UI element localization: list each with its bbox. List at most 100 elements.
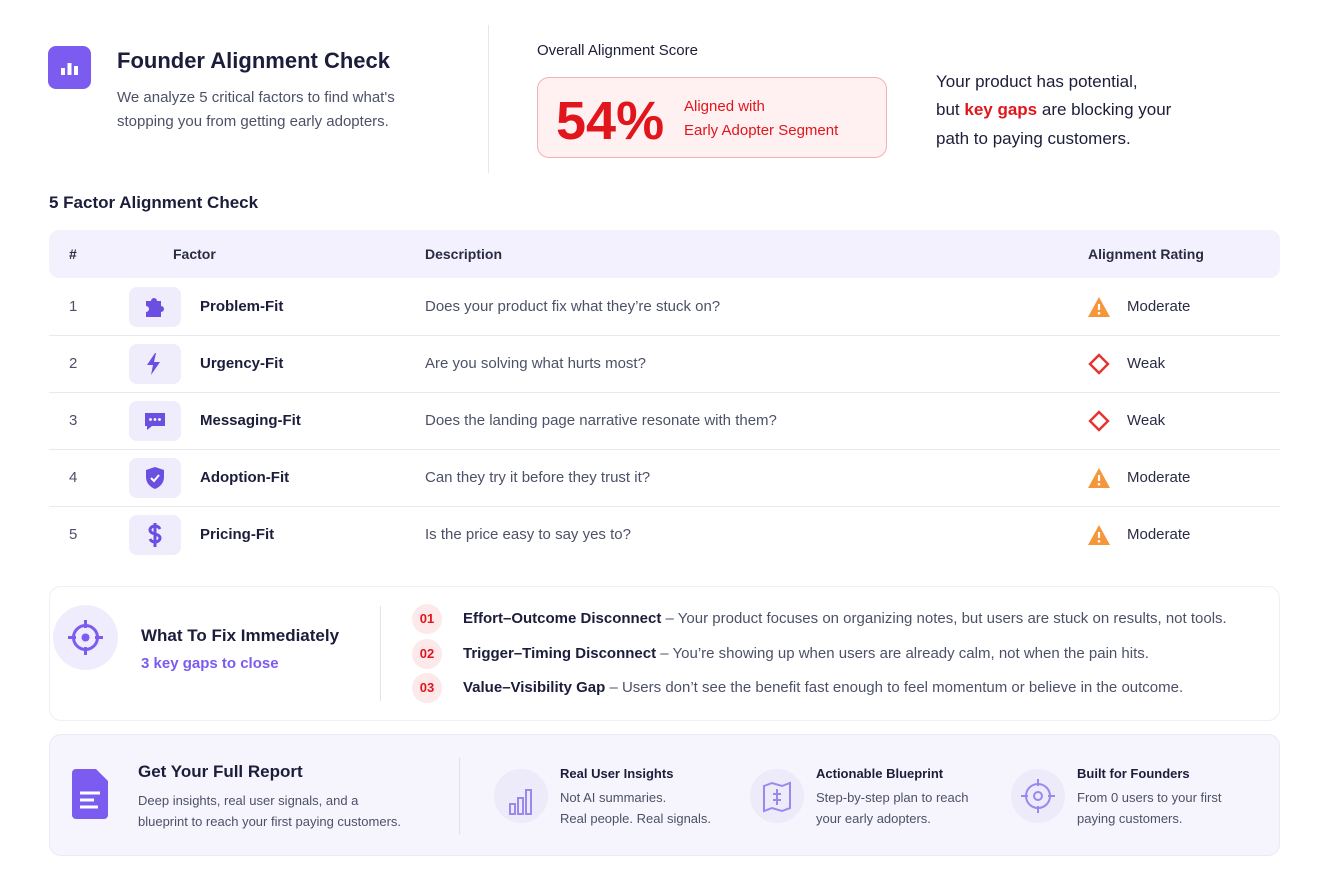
- factor-name: Problem-Fit: [200, 298, 284, 315]
- table-header: [49, 230, 1280, 278]
- rating: Moderate: [1127, 469, 1191, 486]
- divider: [459, 757, 460, 835]
- fix-item-text: – You’re showing up when users are alrea…: [660, 644, 1149, 662]
- factor-icon-svg: [146, 298, 164, 317]
- summary: but key gaps are blocking your: [936, 100, 1171, 120]
- factor-description: Are you solving what hurts most?: [425, 355, 646, 372]
- feature-text: paying customers.: [1077, 810, 1183, 826]
- factor-description: Does your product fix what they’re stuck…: [425, 298, 721, 315]
- row-number: 5: [69, 526, 78, 543]
- divider: [488, 25, 489, 173]
- factor-icon: [129, 515, 181, 555]
- report-title: Get Your Full Report: [138, 762, 303, 781]
- score-caption: Aligned with: [684, 98, 765, 115]
- fix-number: 01: [412, 604, 442, 634]
- fix-number: 02: [412, 638, 442, 669]
- factor-icon-svg: [145, 413, 165, 430]
- feature-text: Real people. Real signals.: [560, 810, 712, 826]
- column-header: #: [69, 246, 77, 262]
- feature-icon-svg: [763, 781, 791, 813]
- factor-name: Urgency-Fit: [200, 355, 284, 372]
- rating: Weak: [1127, 355, 1166, 372]
- doc-icon: [72, 769, 108, 819]
- row-divider: [49, 335, 1280, 336]
- row-divider: [49, 506, 1280, 507]
- fix-item-text: – Your product focuses on organizing not…: [665, 610, 1227, 627]
- factor-icon-svg: [147, 353, 160, 375]
- factor-name: Adoption-Fit: [200, 469, 290, 486]
- logo-icon: [61, 63, 78, 75]
- fix-item-title: Trigger–Timing Disconnect: [463, 644, 657, 662]
- summary-text: are blocking your: [1041, 100, 1172, 119]
- feature-title: Real User Insights: [560, 766, 674, 781]
- row-divider: [49, 392, 1280, 393]
- fix-item: Effort–Outcome Disconnect – Your product…: [463, 610, 1227, 627]
- row-number: 4: [69, 469, 78, 486]
- summary-highlight: key gaps: [964, 100, 1038, 119]
- score-value: 54%: [556, 91, 665, 151]
- score-box: 54% Aligned with Early Adopter Segment: [537, 77, 887, 158]
- target-icon: [53, 605, 118, 670]
- feature-text: Not AI summaries.: [560, 790, 667, 805]
- feature-title: Actionable Blueprint: [816, 766, 944, 781]
- target-svg: [68, 620, 103, 655]
- factor-icon-svg: [148, 523, 162, 547]
- fix-card: [49, 586, 1280, 721]
- row-number: 2: [69, 355, 78, 372]
- row-number: 3: [69, 412, 78, 429]
- factor-name: Pricing-Fit: [200, 526, 275, 543]
- summary-text: but: [936, 100, 960, 119]
- summary: path to paying customers.: [936, 129, 1131, 148]
- weak-icon: [1088, 410, 1110, 432]
- feature-text: Step-by-step plan to reach: [816, 790, 969, 805]
- factor-icon: [129, 458, 181, 498]
- report-description: Deep insights, real user signals, and a: [138, 793, 359, 808]
- fix-subtitle: 3 key gaps to close: [141, 655, 279, 672]
- factor-icon: [129, 401, 181, 441]
- row-number: 1: [69, 298, 78, 315]
- rating: Moderate: [1127, 298, 1191, 315]
- fix-item-text: – Users don’t see the benefit fast enoug…: [609, 679, 1184, 696]
- fix-item-title: Effort–Outcome Disconnect: [463, 610, 662, 627]
- warning-icon: [1088, 468, 1110, 488]
- fix-item: Trigger–Timing Disconnect – You’re showi…: [463, 645, 1149, 662]
- logo: [48, 46, 91, 89]
- score-caption: Early Adopter Segment: [684, 122, 839, 139]
- row-divider: [49, 449, 1280, 450]
- weak-icon: [1088, 353, 1110, 375]
- warning-icon: [1088, 297, 1110, 317]
- feature-icon-svg: [509, 789, 532, 815]
- feature-icon: [1011, 769, 1065, 823]
- factor-description: Is the price easy to say yes to?: [425, 526, 631, 543]
- divider: [380, 606, 381, 701]
- factor-name: Messaging-Fit: [200, 412, 301, 429]
- feature-icon: [750, 769, 804, 823]
- subtitle: stopping you from getting early adopters…: [117, 113, 389, 130]
- factor-icon-svg: [146, 467, 164, 489]
- column-header: Alignment Rating: [1088, 246, 1204, 262]
- feature-title: Built for Founders: [1077, 766, 1190, 781]
- fix-item-title: Value–Visibility Gap: [463, 679, 606, 696]
- column-header: Description: [425, 246, 503, 262]
- fix-title: What To Fix Immediately: [141, 626, 340, 645]
- feature-icon-svg: [1021, 779, 1055, 813]
- report-description: blueprint to reach your first paying cus…: [138, 814, 402, 829]
- subtitle: We analyze 5 critical factors to find wh…: [117, 89, 395, 106]
- title: Founder Alignment Check: [117, 48, 390, 73]
- summary: Your product has potential,: [936, 72, 1138, 91]
- score-label: Overall Alignment Score: [537, 42, 698, 59]
- fix-item: Value–Visibility Gap – Users don’t see t…: [463, 679, 1183, 696]
- warning-icon: [1088, 525, 1110, 545]
- feature-icon: [494, 769, 548, 823]
- factor-description: Does the landing page narrative resonate…: [425, 412, 777, 429]
- rating: Moderate: [1127, 526, 1191, 543]
- factor-icon: [129, 287, 181, 327]
- column-header: Factor: [173, 246, 216, 262]
- factor-description: Can they try it before they trust it?: [425, 469, 651, 486]
- section-title: 5 Factor Alignment Check: [49, 193, 259, 212]
- factor-icon: [129, 344, 181, 384]
- feature-text: From 0 users to your first: [1077, 790, 1222, 805]
- report-card: [49, 734, 1280, 856]
- fix-number: 03: [412, 673, 442, 703]
